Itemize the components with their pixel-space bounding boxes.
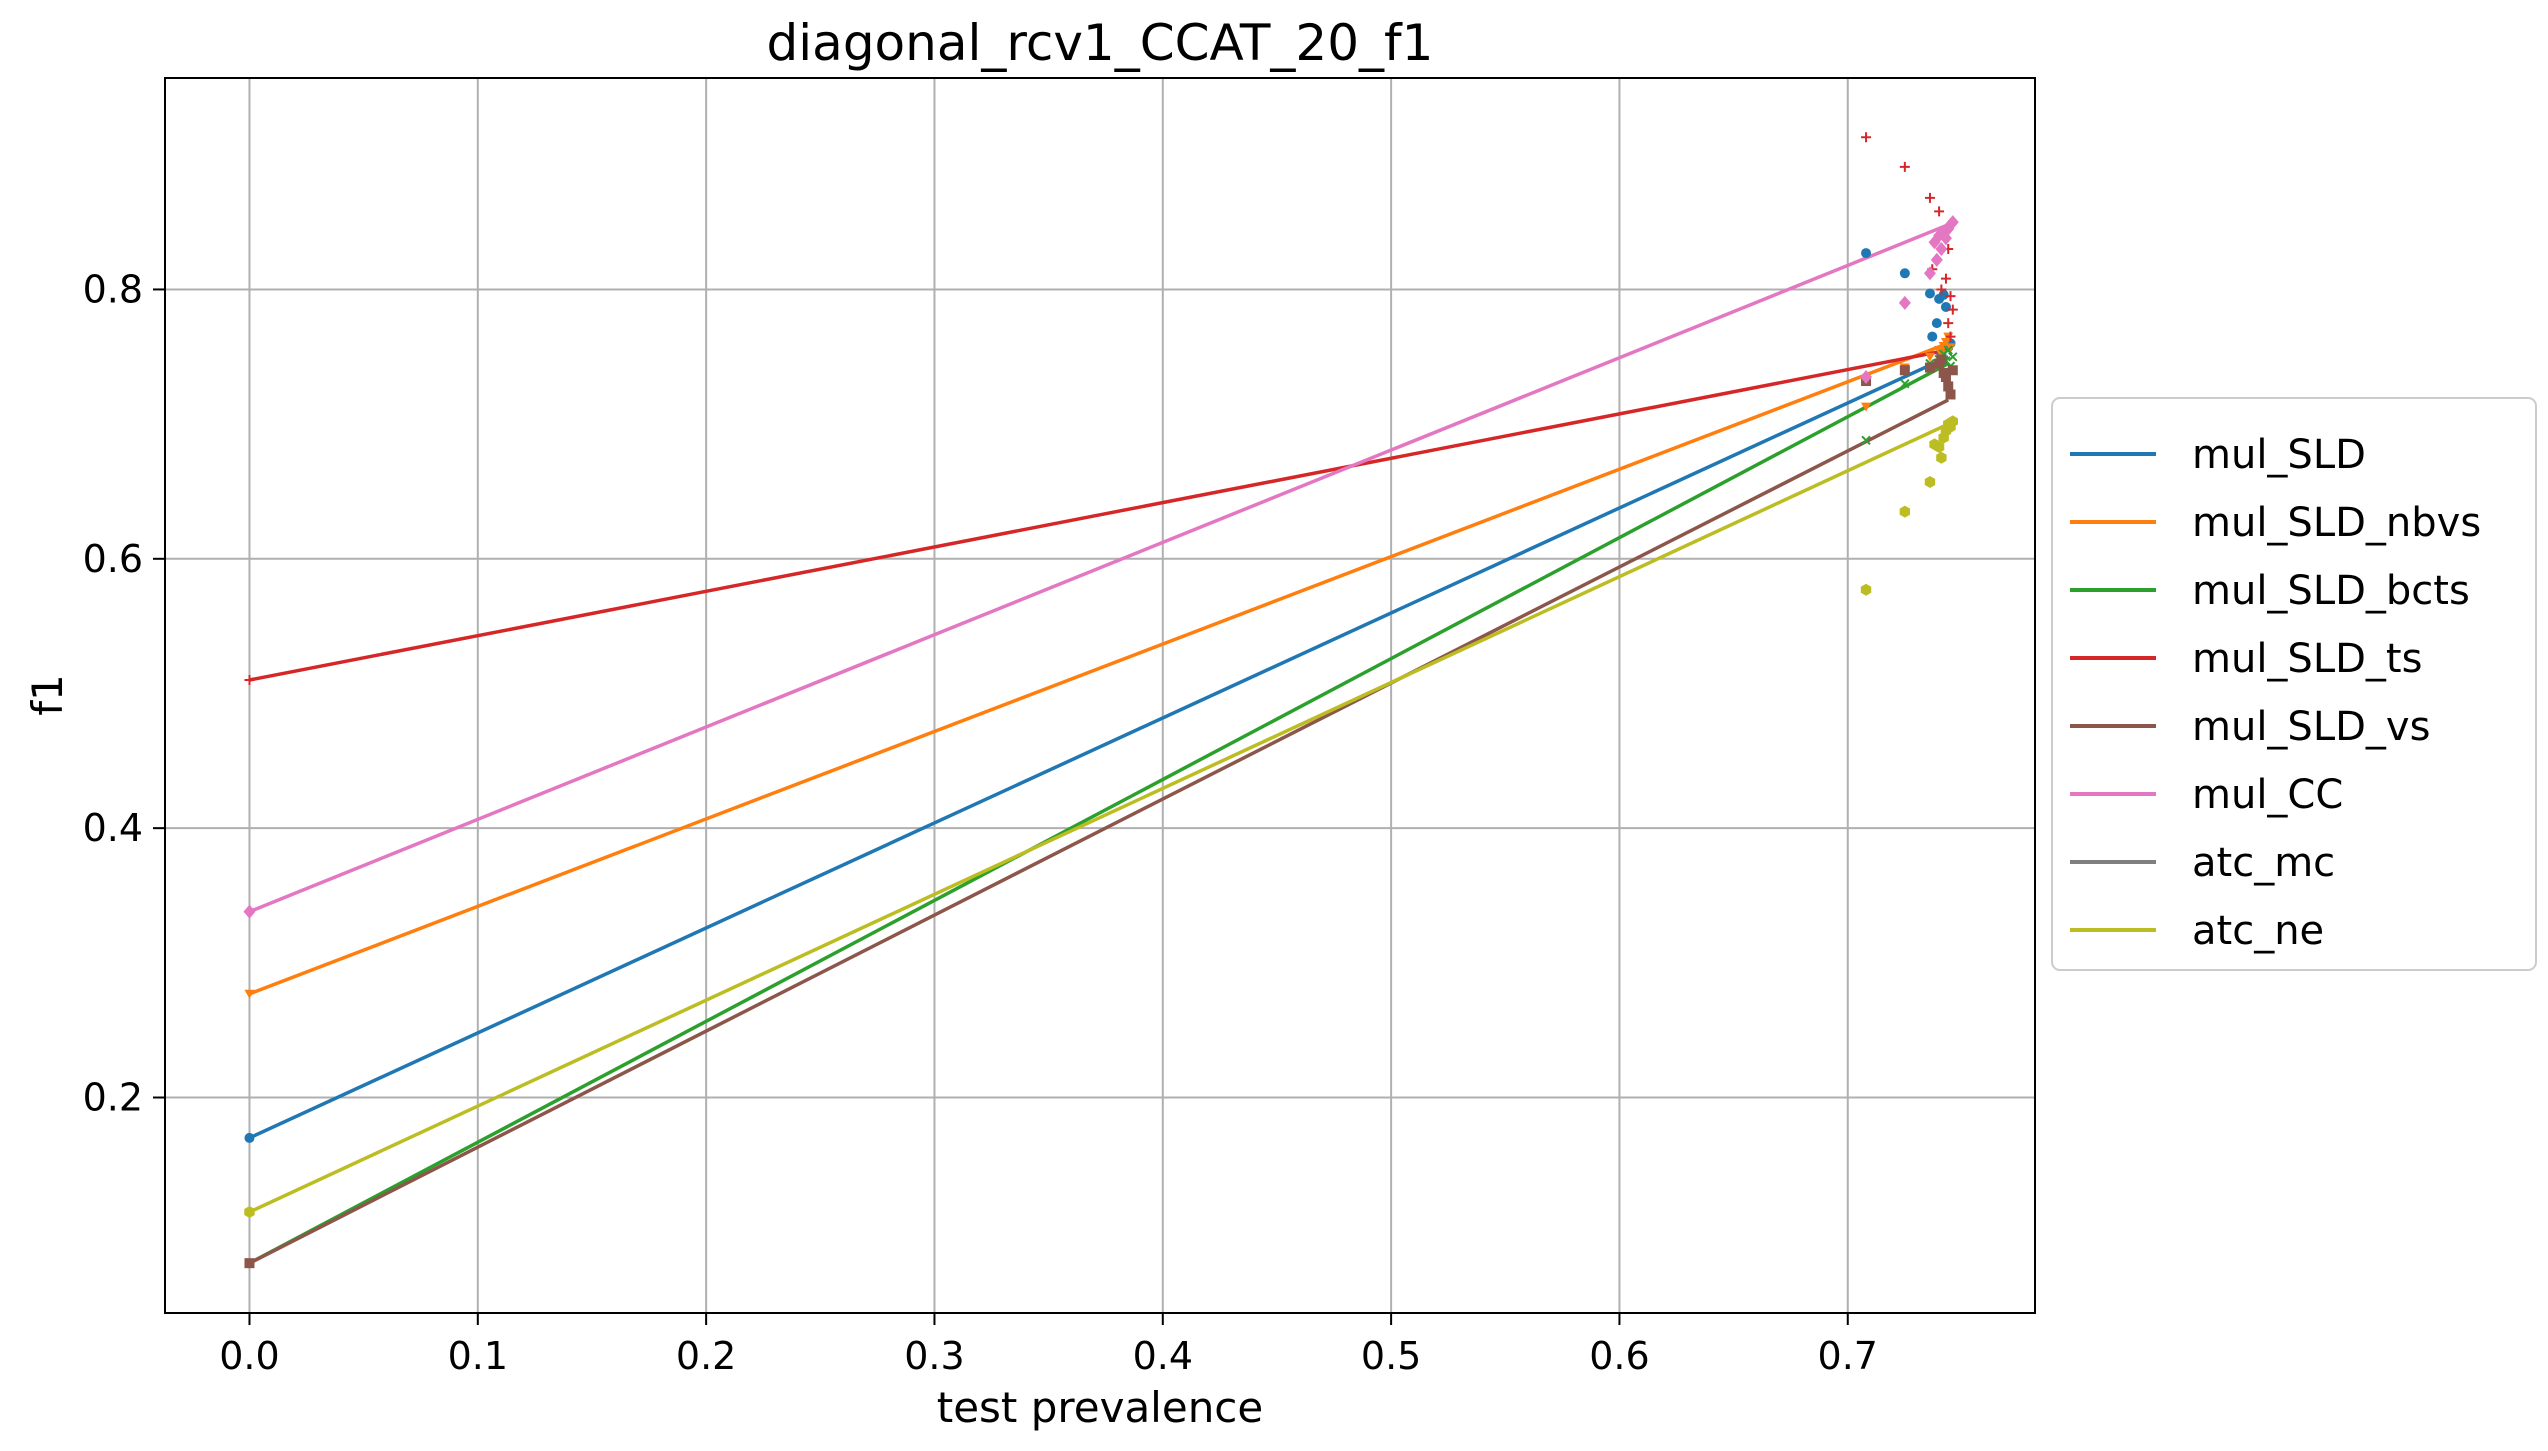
series-mul-cc-point bbox=[1930, 252, 1943, 267]
legend-mul-sld-ts-label: mul_SLD_ts bbox=[2192, 636, 2422, 682]
series-mul-sld-vs-point bbox=[1936, 354, 1947, 365]
x-axis-label: test prevalence bbox=[937, 1383, 1264, 1432]
legend-atc-mc-label: atc_mc bbox=[2192, 840, 2335, 886]
x-tick-label: 0.4 bbox=[1133, 1334, 1193, 1378]
series-mul-cc-point bbox=[1898, 295, 1911, 310]
series-mul-sld-ts-point bbox=[244, 675, 255, 686]
y-axis-label: f1 bbox=[23, 674, 72, 716]
series-mul-sld-point bbox=[1924, 288, 1935, 299]
y-tick-label: 0.8 bbox=[83, 267, 143, 311]
series-mul-sld-nbvs-line bbox=[248, 341, 1949, 996]
series-mul-sld-ts-point bbox=[1936, 284, 1947, 295]
series-atc-ne-point bbox=[1933, 441, 1945, 454]
legend-mul-sld-label: mul_SLD bbox=[2192, 432, 2366, 478]
series-mul-cc-line bbox=[248, 223, 1949, 914]
x-tick-label: 0.7 bbox=[1818, 1334, 1878, 1378]
series-mul-sld-bcts-point bbox=[1948, 352, 1958, 362]
chart-title: diagonal_rcv1_CCAT_20_f1 bbox=[767, 14, 1434, 72]
series-mul-sld-vs-point bbox=[1940, 371, 1951, 382]
series-mul-sld-ts-point bbox=[1945, 291, 1956, 302]
series-mul-sld-ts-line bbox=[249, 348, 1949, 682]
series-mul-sld-bcts-point bbox=[1943, 345, 1953, 355]
series-atc-ne-point bbox=[1860, 583, 1872, 596]
y-tick-label: 0.4 bbox=[83, 806, 143, 850]
series-atc-ne-point bbox=[1899, 505, 1911, 518]
x-tick-label: 0.1 bbox=[448, 1334, 508, 1378]
x-tick-label: 0.6 bbox=[1589, 1334, 1649, 1378]
series-mul-sld-vs-point bbox=[1945, 389, 1956, 400]
y-tick-label: 0.6 bbox=[83, 537, 143, 581]
series-mul-sld-ts-point bbox=[1924, 192, 1935, 203]
series-atc-ne-line bbox=[248, 422, 1949, 1214]
series-atc-ne-point bbox=[1936, 451, 1947, 464]
series-mul-sld-nbvs-point bbox=[1924, 352, 1935, 362]
series-mul-sld-point bbox=[1931, 318, 1942, 329]
x-tick-label: 0.3 bbox=[904, 1334, 964, 1378]
series-mul-sld-ts-point bbox=[1861, 132, 1872, 143]
series-mul-sld-vs-line bbox=[248, 398, 1950, 1265]
legend-mul-sld-nbvs-label: mul_SLD_nbvs bbox=[2192, 500, 2481, 546]
series-mul-cc-point bbox=[1935, 242, 1948, 257]
series-mul-sld-ts-point bbox=[1947, 304, 1958, 315]
series-mul-sld-point bbox=[1861, 248, 1872, 259]
series-mul-sld-vs-point bbox=[1899, 365, 1910, 376]
series-atc-ne-point bbox=[244, 1205, 255, 1218]
series-mul-sld-point bbox=[1899, 268, 1910, 279]
series-mul-sld-vs-point bbox=[1924, 362, 1935, 373]
series-mul-sld-bcts-point bbox=[1900, 379, 1910, 389]
grid-layer bbox=[165, 78, 2035, 1313]
legend-mul-sld-bcts-label: mul_SLD_bcts bbox=[2192, 568, 2470, 614]
series-mul-sld-ts-point bbox=[1934, 206, 1945, 217]
x-tick-label: 0.0 bbox=[219, 1334, 279, 1378]
legend-mul-sld-vs-label: mul_SLD_vs bbox=[2192, 704, 2430, 750]
series-mul-sld-vs-point bbox=[1947, 365, 1958, 376]
series-atc-ne-point bbox=[1924, 476, 1936, 489]
series-mul-sld-nbvs-point bbox=[1861, 402, 1872, 412]
series-mul-cc-point bbox=[1923, 266, 1936, 281]
series-mul-sld-point bbox=[1938, 289, 1949, 300]
legend-mul-cc-label: mul_CC bbox=[2192, 772, 2343, 818]
series-mul-sld-ts-point bbox=[1899, 161, 1910, 172]
plot-frame bbox=[164, 77, 2036, 1314]
series-mul-sld-point bbox=[1927, 331, 1938, 342]
series-mul-sld-vs-point bbox=[244, 1258, 255, 1269]
series-mul-sld-bcts-point bbox=[1861, 435, 1871, 445]
series-atc-ne-point bbox=[1947, 415, 1958, 428]
series-mul-sld-ts-point bbox=[1943, 318, 1954, 329]
x-tick-label: 0.2 bbox=[676, 1334, 736, 1378]
series-points bbox=[243, 132, 1959, 1269]
series-mul-sld-ts-point bbox=[1940, 273, 1951, 284]
series-mul-cc-point bbox=[243, 904, 256, 919]
series-mul-cc-point bbox=[1946, 215, 1959, 230]
series-mul-cc-point bbox=[1860, 369, 1873, 384]
series-mul-sld-bcts-line bbox=[248, 361, 1950, 1265]
series-mul-sld-vs-point bbox=[1943, 381, 1954, 392]
y-axis-ticks: 0.2 0.4 0.6 0.8 bbox=[83, 267, 165, 1120]
x-axis-ticks: 0.0 0.1 0.2 0.3 0.4 0.5 0.6 0.7 bbox=[219, 1313, 1878, 1378]
legend-box bbox=[2051, 397, 2537, 971]
series-mul-sld-nbvs-point bbox=[244, 989, 255, 999]
y-tick-label: 0.2 bbox=[83, 1076, 143, 1120]
series-lines bbox=[248, 223, 1950, 1265]
legend-atc-ne-label: atc_ne bbox=[2192, 908, 2324, 954]
legend: mul_SLD mul_SLD_nbvs mul_SLD_bcts mul_SLD_t… bbox=[2051, 397, 2537, 971]
series-mul-sld-ts-point bbox=[1945, 331, 1956, 342]
series-mul-sld-point bbox=[244, 1132, 255, 1143]
series-mul-sld-line bbox=[248, 355, 1949, 1140]
x-tick-label: 0.5 bbox=[1361, 1334, 1421, 1378]
